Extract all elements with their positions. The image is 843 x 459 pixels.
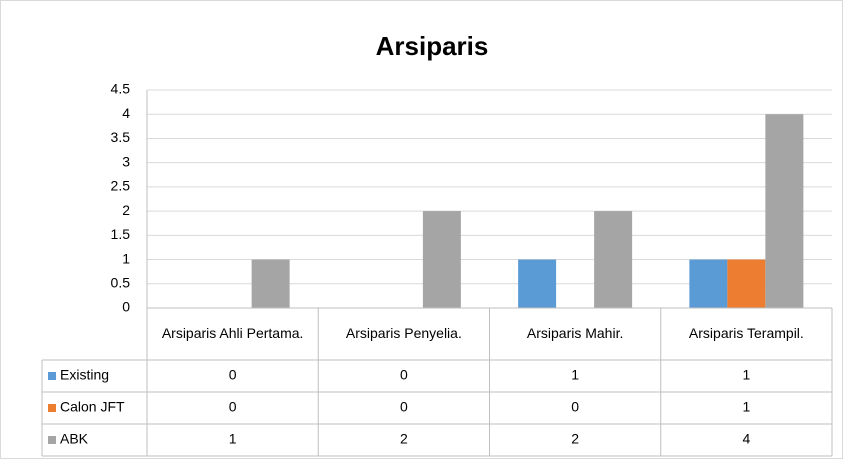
x-tick-label: Arsiparis Mahir. bbox=[526, 325, 624, 342]
table-value: 0 bbox=[229, 367, 237, 383]
x-tick-label-box: Arsiparis Penyelia. bbox=[345, 325, 462, 342]
table-value: 0 bbox=[571, 399, 579, 415]
bar bbox=[518, 259, 557, 308]
legend-label: Calon JFT bbox=[60, 399, 125, 415]
legend-key bbox=[48, 404, 56, 412]
legend-key bbox=[48, 372, 56, 380]
table-value: 0 bbox=[229, 399, 237, 415]
y-tick-label: 3 bbox=[122, 153, 130, 169]
y-tick-label: 0.5 bbox=[111, 274, 131, 290]
legend-key bbox=[48, 436, 56, 444]
x-tick-label: Arsiparis Terampil. bbox=[688, 325, 804, 342]
table-value: 4 bbox=[742, 431, 750, 447]
table-value: 2 bbox=[571, 431, 579, 447]
bar bbox=[422, 211, 461, 308]
y-tick-label: 1 bbox=[122, 250, 130, 266]
x-tick-label-box: Arsiparis Terampil. bbox=[688, 325, 804, 342]
x-tick-label-box: Arsiparis Mahir. bbox=[526, 325, 624, 342]
y-tick-label: 3.5 bbox=[111, 129, 131, 145]
table-value: 1 bbox=[229, 431, 237, 447]
table-value: 1 bbox=[742, 399, 750, 415]
bar bbox=[727, 259, 766, 308]
y-tick-label: 1.5 bbox=[111, 226, 131, 242]
legend-label: ABK bbox=[60, 431, 89, 447]
x-tick-label: Arsiparis Penyelia. bbox=[345, 325, 462, 342]
x-tick-label: Arsiparis Ahli Pertama. bbox=[161, 325, 304, 342]
bar bbox=[251, 259, 290, 308]
y-tick-label: 0 bbox=[122, 299, 130, 315]
table-value: 1 bbox=[742, 367, 750, 383]
chart-title: Arsiparis bbox=[376, 31, 489, 61]
y-tick-label: 2 bbox=[122, 202, 130, 218]
table-value: 0 bbox=[400, 399, 408, 415]
bar bbox=[689, 259, 728, 308]
table-value: 1 bbox=[571, 367, 579, 383]
y-tick-label: 4.5 bbox=[111, 81, 131, 97]
table-value: 2 bbox=[400, 431, 408, 447]
x-tick-label-box: Arsiparis Ahli Pertama. bbox=[161, 325, 304, 342]
y-tick-label: 2.5 bbox=[111, 178, 131, 194]
bar bbox=[765, 114, 804, 308]
bar bbox=[594, 211, 633, 308]
table-value: 0 bbox=[400, 367, 408, 383]
y-tick-label: 4 bbox=[122, 105, 130, 121]
legend-label: Existing bbox=[60, 367, 109, 383]
